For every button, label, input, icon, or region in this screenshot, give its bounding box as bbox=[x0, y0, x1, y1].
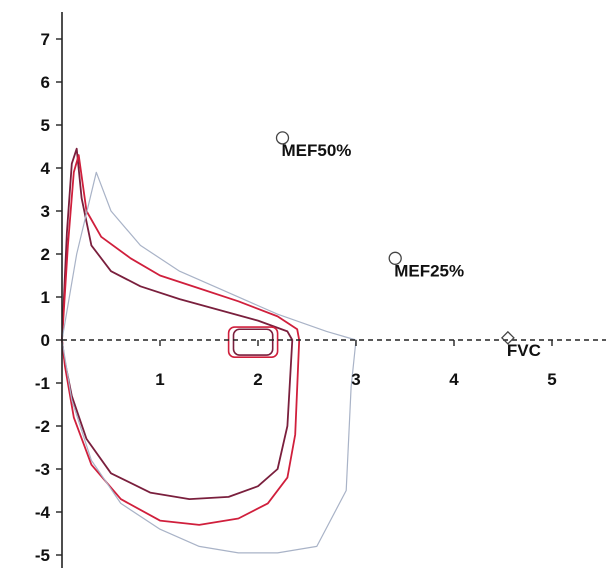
y-tick-label: 2 bbox=[41, 245, 50, 264]
y-tick-label: 1 bbox=[41, 288, 50, 307]
marker-label: FVC bbox=[507, 341, 541, 360]
x-tick-label: 2 bbox=[253, 370, 262, 389]
marker-circle-icon bbox=[275, 131, 290, 145]
y-tick-group: 7 6 5 4 3 2 1 0 -1 -2 -3 -4 -5 bbox=[35, 30, 62, 565]
y-tick-label: 3 bbox=[41, 202, 50, 221]
y-tick-label: -1 bbox=[35, 374, 50, 393]
y-tick-label: -2 bbox=[35, 417, 50, 436]
curve-layer bbox=[61, 147, 357, 554]
y-tick-label: 4 bbox=[41, 159, 51, 178]
y-tick-label: -4 bbox=[35, 503, 51, 522]
axes-layer bbox=[61, 12, 606, 568]
y-tick-label: 0 bbox=[41, 331, 50, 350]
flow-volume-loop bbox=[61, 154, 301, 526]
y-tick-label: 5 bbox=[41, 116, 50, 135]
y-tick-label: 6 bbox=[41, 73, 50, 92]
y-tick-label: -5 bbox=[35, 546, 50, 565]
x-tick-label: 1 bbox=[155, 370, 164, 389]
x-tick-label: 5 bbox=[547, 370, 556, 389]
marker-diamond-icon bbox=[500, 330, 515, 345]
marker-circle-icon bbox=[388, 251, 402, 265]
y-tick-label: -3 bbox=[35, 460, 50, 479]
y-tick-label: 7 bbox=[41, 30, 50, 49]
marker-label: MEF50% bbox=[282, 141, 352, 160]
small-tidal-loop bbox=[227, 326, 279, 359]
small-tidal-loop bbox=[232, 328, 274, 356]
flow-volume-loop bbox=[61, 147, 294, 501]
x-tick-group: 1 2 3 4 5 bbox=[155, 340, 557, 389]
x-tick-label: 3 bbox=[351, 370, 360, 389]
marker-group: MEF50% MEF25% FVC bbox=[275, 131, 541, 360]
x-tick-label: 4 bbox=[449, 370, 459, 389]
flow-volume-loop bbox=[61, 171, 357, 554]
marker-label: MEF25% bbox=[394, 261, 464, 280]
